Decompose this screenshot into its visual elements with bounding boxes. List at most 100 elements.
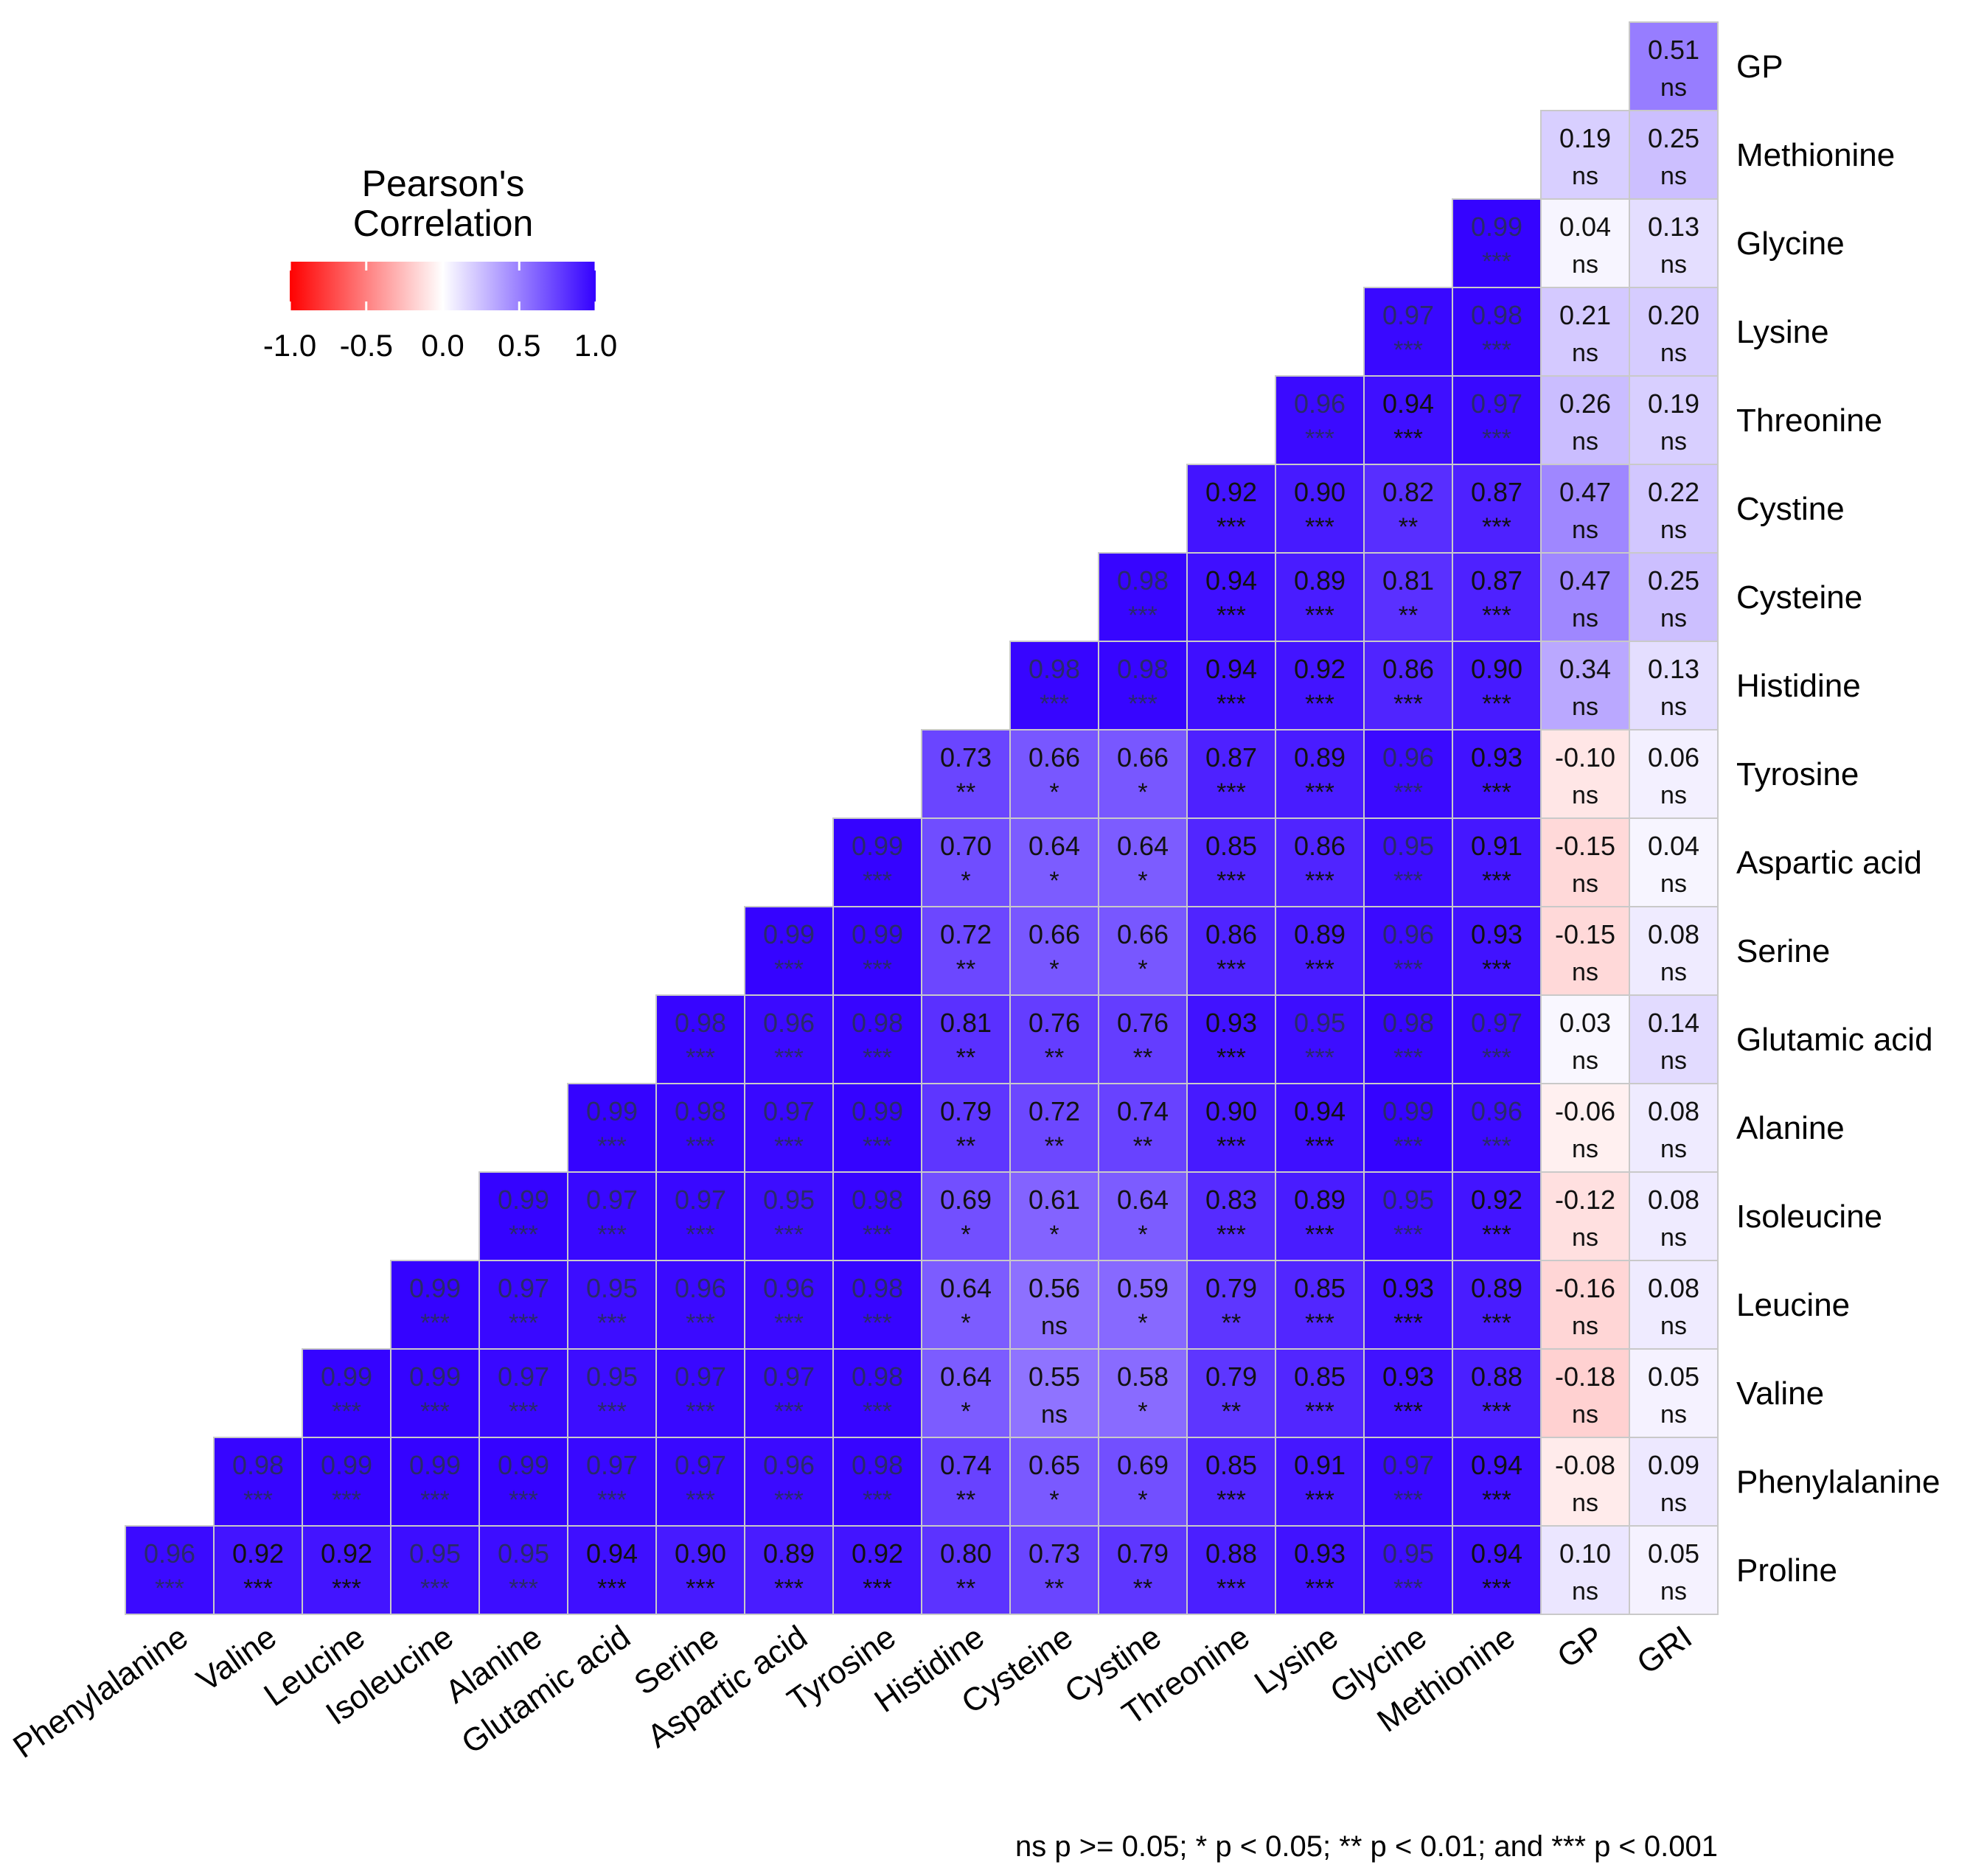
heatmap-cell: 0.98 *** — [1098, 552, 1188, 642]
cell-significance: *** — [1393, 1221, 1423, 1249]
cell-value: 0.96 — [1471, 1096, 1522, 1126]
cell-value: 0.99 — [852, 1096, 903, 1126]
cell-fill-valine-gp — [1540, 1348, 1630, 1438]
cell-value: 0.99 — [1471, 212, 1522, 242]
cell-significance: ** — [1399, 601, 1418, 630]
heatmap-cell: -0.15 ns — [1540, 906, 1630, 996]
cell-significance: *** — [774, 1044, 804, 1072]
cell-value: 0.79 — [940, 1096, 992, 1126]
heatmap-cell: 0.95 *** — [390, 1525, 480, 1615]
cell-significance: *** — [686, 1575, 715, 1603]
x-axis-labels: PhenylalanineValineLeucineIsoleucineAlan… — [7, 1619, 1699, 1765]
cell-fill-methionine-gri — [1629, 110, 1719, 200]
cell-value: 0.99 — [763, 919, 815, 949]
heatmap-cell: 0.94 *** — [1275, 1083, 1365, 1173]
cell-significance: * — [1138, 1309, 1147, 1337]
cell-value: 0.59 — [1117, 1273, 1169, 1303]
heatmap-cell: 0.97 *** — [1452, 994, 1542, 1084]
cell-value: 0.04 — [1648, 831, 1699, 861]
cell-value: -0.18 — [1555, 1361, 1615, 1392]
cell-significance: ** — [956, 955, 975, 983]
cell-significance: *** — [1128, 601, 1158, 630]
cell-significance: *** — [1393, 1398, 1423, 1426]
cell-value: 0.14 — [1648, 1008, 1699, 1038]
cell-value: 0.73 — [940, 742, 992, 773]
cell-fill-valine-lysine — [1275, 1348, 1365, 1438]
cell-significance: * — [1138, 1221, 1147, 1249]
cell-significance: ns — [1660, 516, 1687, 544]
cell-significance: ns — [1572, 1135, 1598, 1163]
heatmap-cell: 0.94 *** — [1452, 1437, 1542, 1527]
cell-fill-cystine-gp — [1540, 464, 1630, 554]
y-label-aspartic-acid: Aspartic acid — [1736, 845, 1922, 881]
heatmap-cell: 0.89 *** — [744, 1525, 834, 1615]
cell-significance: ns — [1572, 781, 1598, 809]
cell-value: 0.96 — [1294, 388, 1346, 419]
heatmap-cell: 0.76 ** — [1009, 994, 1099, 1084]
heatmap-cells: 0.51ns0.19ns0.25ns0.99***0.04ns0.13ns0.9… — [125, 21, 1719, 1615]
cell-significance: *** — [332, 1486, 361, 1514]
cell-significance: *** — [1305, 778, 1334, 806]
cell-significance: ns — [1572, 958, 1598, 986]
cell-value: -0.15 — [1555, 831, 1615, 861]
y-label-threonine: Threonine — [1736, 402, 1882, 439]
cell-value: 0.08 — [1648, 1185, 1699, 1215]
cell-significance: *** — [1217, 955, 1246, 983]
y-label-methionine: Methionine — [1736, 137, 1895, 173]
cell-value: 0.99 — [498, 1185, 549, 1215]
cell-value: 0.25 — [1648, 123, 1699, 153]
y-label-gp: GP — [1736, 49, 1783, 85]
cell-significance: *** — [1217, 1575, 1246, 1603]
cell-value: 0.89 — [1294, 565, 1346, 596]
cell-significance: *** — [774, 1221, 804, 1249]
cell-significance: *** — [1482, 1221, 1511, 1249]
heatmap-cell: 0.88 *** — [1186, 1525, 1276, 1615]
cell-significance: * — [1138, 955, 1147, 983]
heatmap-cell: 0.08 ns — [1629, 1083, 1719, 1173]
cell-fill-valine-threonine — [1186, 1348, 1276, 1438]
cell-fill-histidine-cysteine — [1009, 641, 1099, 730]
cell-significance: ns — [1572, 1047, 1598, 1075]
cell-value: 0.19 — [1648, 388, 1699, 419]
cell-fill-leucine-aspartic-acid — [744, 1260, 834, 1350]
cell-value: 0.74 — [1117, 1096, 1169, 1126]
cell-significance: *** — [863, 1575, 892, 1603]
cell-fill-alanine-cystine — [1098, 1083, 1188, 1173]
cell-significance: *** — [1482, 336, 1511, 364]
cell-significance: *** — [597, 1221, 627, 1249]
cell-significance: ** — [1133, 1044, 1152, 1072]
cell-significance: * — [1049, 955, 1059, 983]
heatmap-cell: 0.90 *** — [655, 1525, 745, 1615]
cell-significance: *** — [1393, 867, 1423, 895]
cell-value: -0.08 — [1555, 1450, 1615, 1480]
cell-value: 0.76 — [1117, 1008, 1169, 1038]
heatmap-cell: 0.98 *** — [1009, 641, 1099, 730]
y-label-cysteine: Cysteine — [1736, 579, 1862, 616]
cell-significance: *** — [1217, 867, 1246, 895]
heatmap-cell: 0.03 ns — [1540, 994, 1630, 1084]
cell-fill-tyrosine-histidine — [921, 729, 1011, 819]
y-label-valine: Valine — [1736, 1375, 1824, 1412]
cell-significance: *** — [1393, 690, 1423, 718]
heatmap-cell: 0.19 ns — [1540, 110, 1630, 200]
cell-value: 0.97 — [763, 1096, 815, 1126]
cell-value: 0.05 — [1648, 1538, 1699, 1569]
heatmap-cell: 0.94 *** — [1452, 1525, 1542, 1615]
cell-significance: *** — [1393, 336, 1423, 364]
cell-value: 0.25 — [1648, 565, 1699, 596]
heatmap-cell: -0.12 ns — [1540, 1171, 1630, 1261]
heatmap-cell: 0.85 *** — [1186, 817, 1276, 907]
y-label-alanine: Alanine — [1736, 1110, 1845, 1146]
heatmap-cell: 0.99 *** — [478, 1171, 568, 1261]
cell-value: 0.82 — [1382, 477, 1434, 507]
cell-significance: ns — [1660, 1577, 1687, 1605]
cell-value: 0.03 — [1559, 1008, 1611, 1038]
heatmap-cell: 0.73 ** — [921, 729, 1011, 819]
cell-significance: ns — [1572, 1489, 1598, 1517]
heatmap-cell: 0.55 ns — [1009, 1348, 1099, 1438]
heatmap-cell: 0.09 ns — [1629, 1437, 1719, 1527]
cell-significance: ** — [1222, 1398, 1241, 1426]
cell-fill-isoleucine-threonine — [1186, 1171, 1276, 1261]
cell-significance: *** — [774, 1575, 804, 1603]
legend-tick-label: -1.0 — [263, 328, 316, 363]
